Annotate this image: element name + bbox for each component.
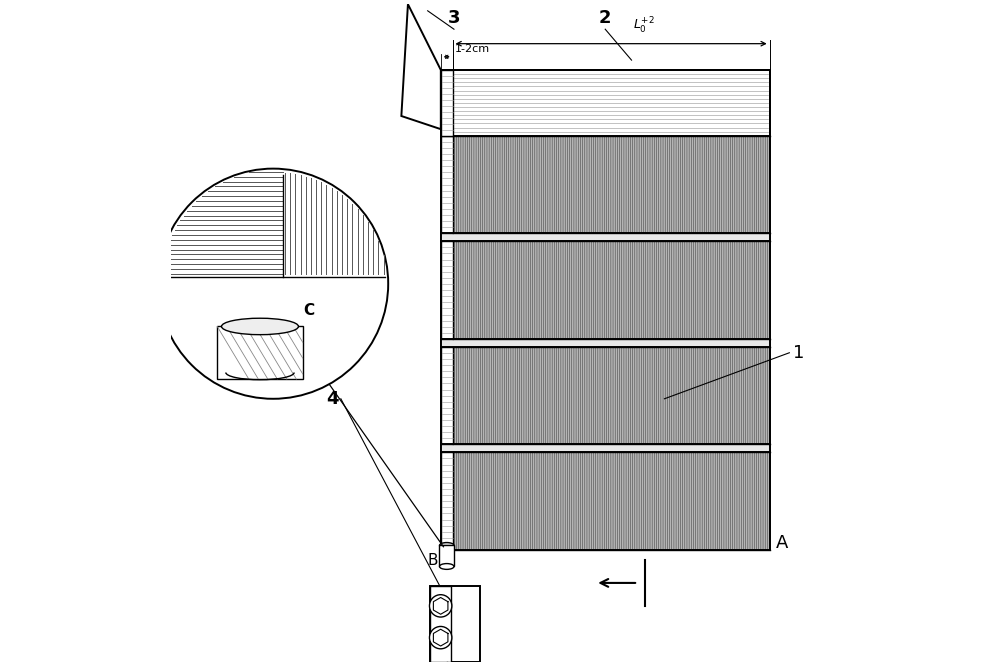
Bar	[441, 136, 453, 233]
Text: C: C	[304, 302, 315, 318]
Bar	[441, 136, 770, 550]
Text: $L_0^{+2}$: $L_0^{+2}$	[633, 16, 655, 36]
Bar	[453, 452, 770, 550]
Text: B: B	[428, 553, 438, 568]
Text: 1: 1	[793, 344, 804, 362]
Text: 8: 8	[461, 617, 473, 635]
Bar	[441, 70, 770, 136]
Bar	[441, 70, 453, 136]
Ellipse shape	[439, 543, 454, 548]
Text: 4: 4	[326, 390, 339, 408]
Bar	[441, 241, 453, 339]
Text: A: A	[776, 534, 789, 553]
Ellipse shape	[221, 318, 298, 335]
Bar	[453, 241, 770, 339]
Bar	[439, 545, 454, 567]
Circle shape	[158, 168, 388, 399]
Wedge shape	[163, 284, 383, 396]
Bar	[441, 339, 770, 347]
Text: 3: 3	[448, 9, 460, 27]
Bar	[453, 347, 770, 444]
Bar	[430, 586, 480, 662]
Bar	[453, 347, 770, 444]
Bar	[453, 452, 770, 550]
Ellipse shape	[439, 563, 454, 569]
Bar	[453, 136, 770, 233]
Circle shape	[429, 595, 452, 617]
Text: 1-2cm: 1-2cm	[455, 43, 490, 53]
Bar	[441, 444, 770, 452]
Bar	[430, 586, 451, 662]
Polygon shape	[401, 4, 441, 129]
Bar	[441, 347, 453, 444]
Bar	[453, 136, 770, 233]
Circle shape	[429, 627, 452, 649]
Bar	[217, 326, 303, 379]
Bar	[441, 233, 770, 241]
Bar	[441, 452, 453, 550]
Text: 2: 2	[599, 9, 611, 27]
Bar	[453, 241, 770, 339]
